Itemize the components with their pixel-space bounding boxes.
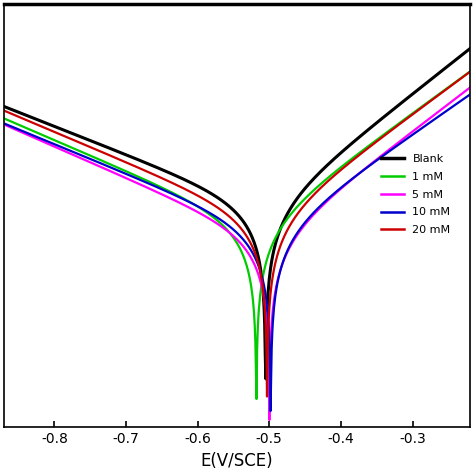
1 mM xyxy=(355,151,361,157)
5 mM xyxy=(1,122,7,128)
10 mM xyxy=(299,224,304,230)
5 mM xyxy=(30,134,36,140)
5 mM xyxy=(467,85,473,91)
1 mM xyxy=(403,116,409,121)
5 mM xyxy=(403,134,409,140)
Blank xyxy=(1,104,7,109)
20 mM xyxy=(273,261,278,266)
1 mM xyxy=(299,200,304,205)
Line: 1 mM: 1 mM xyxy=(4,72,470,399)
20 mM xyxy=(299,206,304,211)
Blank xyxy=(467,46,473,52)
Blank xyxy=(263,376,269,382)
10 mM xyxy=(1,121,7,127)
5 mM xyxy=(273,290,278,295)
Legend: Blank, 1 mM, 5 mM, 10 mM, 20 mM: Blank, 1 mM, 5 mM, 10 mM, 20 mM xyxy=(377,150,455,240)
10 mM xyxy=(273,294,278,300)
Blank xyxy=(403,97,409,102)
1 mM xyxy=(284,216,290,221)
20 mM xyxy=(355,153,361,159)
20 mM xyxy=(284,227,290,233)
20 mM xyxy=(1,108,7,113)
20 mM xyxy=(30,120,36,126)
10 mM xyxy=(403,137,409,142)
Blank xyxy=(284,211,290,217)
1 mM xyxy=(273,236,278,241)
5 mM xyxy=(299,226,304,232)
Line: 5 mM: 5 mM xyxy=(4,88,470,420)
X-axis label: E(V/SCE): E(V/SCE) xyxy=(201,452,273,470)
10 mM xyxy=(284,248,290,254)
1 mM xyxy=(30,128,36,134)
Line: 10 mM: 10 mM xyxy=(4,95,470,411)
1 mM xyxy=(467,69,473,74)
1 mM xyxy=(1,116,7,121)
10 mM xyxy=(467,92,473,98)
20 mM xyxy=(264,394,270,400)
1 mM xyxy=(254,396,259,402)
10 mM xyxy=(355,172,361,177)
5 mM xyxy=(355,172,361,177)
5 mM xyxy=(284,249,290,255)
10 mM xyxy=(30,132,36,138)
Blank xyxy=(299,190,304,196)
10 mM xyxy=(268,408,273,414)
Line: 20 mM: 20 mM xyxy=(4,72,470,397)
Blank xyxy=(273,242,278,248)
Line: Blank: Blank xyxy=(4,49,470,379)
5 mM xyxy=(266,417,272,423)
20 mM xyxy=(467,69,473,75)
Blank xyxy=(30,115,36,121)
20 mM xyxy=(403,117,409,122)
Blank xyxy=(355,136,361,141)
